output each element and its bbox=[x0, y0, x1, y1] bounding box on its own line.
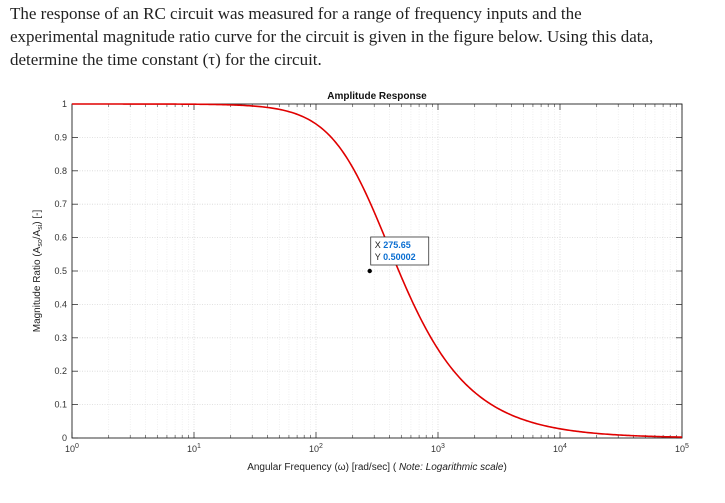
y-tick-label: 0.7 bbox=[54, 199, 67, 209]
y-tick-label: 0.1 bbox=[54, 400, 67, 410]
x-tick-label: 102 bbox=[309, 443, 323, 454]
chart-title: Amplitude Response bbox=[327, 91, 427, 102]
series-layer bbox=[72, 103, 683, 438]
y-tick-label: 0.6 bbox=[54, 233, 67, 243]
question-line-2: experimental magnitude ratio curve for t… bbox=[10, 27, 654, 46]
y-axis-title-end: ) [-] bbox=[32, 210, 43, 225]
y-tick-label: 0.9 bbox=[54, 132, 67, 142]
x-tick-exponent: 3 bbox=[441, 443, 445, 450]
x-tick-exponent: 2 bbox=[319, 443, 323, 450]
x-tick-base: 10 bbox=[309, 444, 319, 454]
y-tick-label: 1 bbox=[62, 99, 67, 109]
tick-labels: 100 101 102 103 104 10500.10.20.30.40.50.60.7… bbox=[54, 99, 689, 454]
question-line-1: The response of an RC circuit was measur… bbox=[10, 4, 582, 23]
x-tick-base: 10 bbox=[675, 444, 685, 454]
y-tick-label: 0.8 bbox=[54, 166, 67, 176]
question-text: The response of an RC circuit was measur… bbox=[10, 2, 715, 71]
x-tick-label: 101 bbox=[187, 443, 201, 454]
x-tick-label: 105 bbox=[675, 443, 689, 454]
y-tick-label: 0 bbox=[62, 433, 67, 443]
datatip-x-label: X bbox=[375, 240, 384, 250]
x-tick-exponent: 5 bbox=[685, 443, 689, 450]
y-axis-title-mid: /A bbox=[32, 229, 43, 239]
x-tick-exponent: 0 bbox=[75, 443, 79, 450]
datatip-marker bbox=[367, 268, 372, 274]
y-axis-title: Magnitude Ratio (Aso/Asi) [-] bbox=[32, 210, 44, 333]
x-tick-label: 100 bbox=[65, 443, 79, 454]
datatip-y: Y 0.50002 bbox=[375, 252, 416, 262]
y-axis-title-main: Magnitude Ratio (A bbox=[32, 246, 43, 332]
question-line-3: determine the time constant (τ) for the … bbox=[10, 50, 322, 69]
y-tick-label: 0.3 bbox=[54, 333, 67, 343]
datatip-y-label: Y bbox=[375, 252, 383, 262]
y-tick-label: 0.4 bbox=[54, 299, 67, 309]
x-tick-base: 10 bbox=[553, 444, 563, 454]
magnitude-ratio-curve bbox=[72, 103, 683, 438]
x-tick-label: 103 bbox=[431, 443, 445, 454]
datatip-x: X 275.65 bbox=[375, 240, 411, 250]
x-axis-title-main: Angular Frequency (ω) [rad/sec] ( bbox=[247, 462, 399, 473]
x-tick-exponent: 1 bbox=[197, 443, 201, 450]
y-tick-label: 0.2 bbox=[54, 366, 67, 376]
datatip-box bbox=[370, 236, 430, 266]
datatip[interactable]: X 275.65Y 0.50002 bbox=[367, 236, 430, 274]
x-axis-title-end: ) bbox=[503, 462, 506, 473]
x-tick-base: 10 bbox=[187, 444, 197, 454]
x-tick-base: 10 bbox=[431, 444, 441, 454]
x-axis-title-note: Note: Logarithmic scale bbox=[399, 462, 504, 473]
plot-frame bbox=[71, 103, 683, 439]
x-axis-title: Angular Frequency (ω) [rad/sec] ( Note: … bbox=[247, 462, 507, 473]
x-tick-exponent: 4 bbox=[563, 443, 567, 450]
datatip-y-value: 0.50002 bbox=[383, 252, 416, 262]
y-axis-title-sub2: si bbox=[37, 224, 44, 230]
y-tick-label: 0.5 bbox=[54, 266, 67, 276]
amplitude-response-chart: 100 101 102 103 104 10500.10.20.30.40.50.60.7… bbox=[32, 91, 689, 473]
x-tick-base: 10 bbox=[65, 444, 75, 454]
grid bbox=[71, 103, 683, 439]
datatip-x-value: 275.65 bbox=[383, 240, 411, 250]
x-tick-label: 104 bbox=[553, 443, 567, 454]
y-axis-title-sub1: so bbox=[37, 239, 44, 247]
